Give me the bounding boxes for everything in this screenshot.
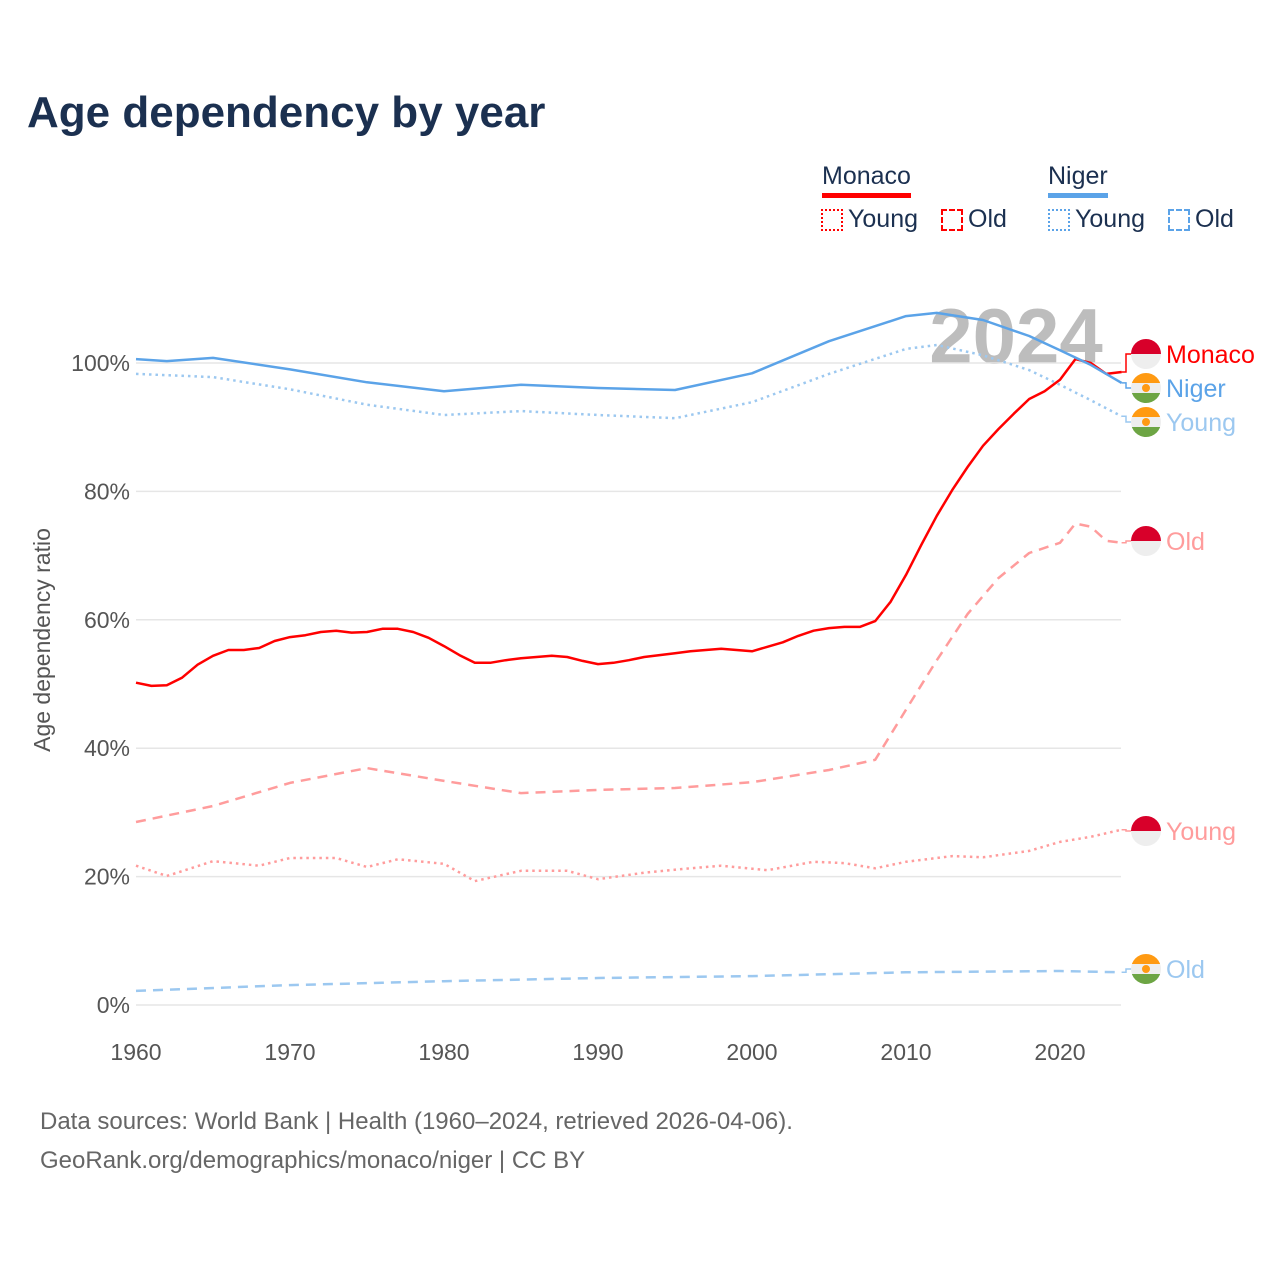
flag-sun (1142, 418, 1150, 426)
flag-body (1131, 373, 1161, 403)
flag-white (1131, 354, 1161, 369)
legend-monaco-young[interactable]: Young (821, 205, 918, 234)
dotted-swatch-icon (1048, 208, 1070, 231)
label-connector (1121, 828, 1132, 832)
footer-link[interactable]: GeoRank.org/demographics/monaco/niger | … (40, 1147, 586, 1174)
label-connector (1121, 540, 1132, 544)
niger-flag-icon (1131, 373, 1161, 403)
y-tick-label: 80% (84, 478, 130, 504)
footer-sources: Data sources: World Bank | Health (1960–… (40, 1108, 793, 1135)
x-tick-label: 1970 (264, 1039, 315, 1065)
niger-flag-icon (1131, 954, 1161, 984)
legend-label: Old (1195, 205, 1234, 233)
flag-green (1131, 974, 1161, 984)
x-tick-label: 1980 (418, 1039, 469, 1065)
series-line-niger (135, 311, 1123, 393)
series-line-monaco-old (135, 522, 1122, 824)
legend-label: Old (968, 205, 1007, 233)
legend-monaco[interactable]: Monaco (822, 162, 911, 198)
flag-body (1131, 954, 1161, 984)
y-tick-label: 0% (97, 992, 130, 1018)
dotted-swatch-icon (821, 208, 843, 231)
chart-title: Age dependency by year (27, 88, 546, 137)
y-tick-label: 40% (84, 735, 130, 761)
flag-body (1131, 339, 1161, 369)
label-connector (1121, 353, 1132, 373)
label-connector (1121, 968, 1132, 974)
end-label: Monaco (1166, 341, 1255, 369)
label-connector (1121, 415, 1132, 423)
flag-red (1131, 816, 1161, 831)
flag-body (1131, 816, 1161, 846)
legend-niger[interactable]: Niger (1048, 162, 1108, 198)
legend-monaco-old[interactable]: Old (941, 205, 1007, 234)
legend-niger-young[interactable]: Young (1048, 205, 1145, 234)
flag-orange (1131, 407, 1161, 417)
end-label: Young (1166, 818, 1236, 846)
y-tick-label: 100% (71, 350, 130, 376)
legend-label: Young (1075, 205, 1145, 233)
y-tick-label: 60% (84, 607, 130, 633)
series-line-monaco-young (135, 828, 1122, 883)
flag-white (1131, 541, 1161, 556)
label-connector (1121, 382, 1132, 389)
monaco-flag-icon (1131, 339, 1161, 369)
monaco-flag-icon (1131, 526, 1161, 556)
end-label: Old (1166, 956, 1205, 984)
x-tick-label: 2010 (880, 1039, 931, 1065)
x-tick-label: 1990 (572, 1039, 623, 1065)
y-axis-label: Age dependency ratio (29, 528, 55, 752)
x-tick-label: 1960 (110, 1039, 161, 1065)
dashed-swatch-icon (1168, 208, 1190, 231)
niger-flag-icon (1131, 407, 1161, 437)
legend-label: Young (848, 205, 918, 233)
flag-white (1131, 831, 1161, 846)
series-line-monaco (135, 357, 1122, 688)
flag-sun (1142, 384, 1150, 392)
end-label: Young (1166, 409, 1236, 437)
dashed-swatch-icon (941, 208, 963, 231)
flag-orange (1131, 373, 1161, 383)
monaco-flag-icon (1131, 816, 1161, 846)
flag-red (1131, 526, 1161, 541)
flag-sun (1142, 965, 1150, 973)
flag-green (1131, 427, 1161, 437)
flag-body (1131, 526, 1161, 556)
end-label: Niger (1166, 375, 1226, 403)
flag-orange (1131, 954, 1161, 964)
flag-green (1131, 393, 1161, 403)
series-line-niger-old (135, 969, 1122, 993)
x-tick-label: 2020 (1034, 1039, 1085, 1065)
y-tick-label: 20% (84, 864, 130, 890)
flag-body (1131, 407, 1161, 437)
legend-niger-old[interactable]: Old (1168, 205, 1234, 234)
x-tick-label: 2000 (726, 1039, 777, 1065)
flag-red (1131, 339, 1161, 354)
end-label: Old (1166, 528, 1205, 556)
